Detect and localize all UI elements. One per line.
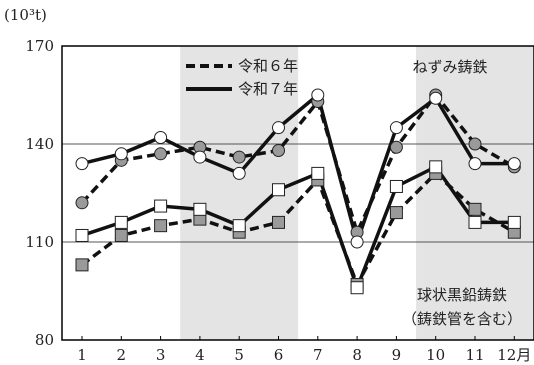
- legend-label-r7: 令和７年: [238, 80, 298, 98]
- marker-gray-iron-r7-m4: [193, 150, 207, 164]
- y-tick-170: 170: [25, 37, 54, 55]
- marker-gray-iron-r7-m3: [154, 130, 168, 144]
- x-tick-10: 10: [426, 346, 445, 364]
- label-gray-iron: ねずみ鋳鉄: [412, 58, 487, 76]
- series-markers: [75, 88, 521, 295]
- marker-gray-iron-r7-m11: [468, 157, 482, 171]
- x-tick-6: 6: [274, 346, 284, 364]
- marker-ductile-iron-r7-m12: [507, 215, 521, 229]
- marker-ductile-iron-r7-m11: [468, 215, 482, 229]
- marker-ductile-iron-r7-m7: [311, 166, 325, 180]
- marker-gray-iron-r6-m11: [468, 137, 482, 151]
- y-tick-110: 110: [25, 233, 54, 251]
- marker-ductile-iron-r7-m1: [75, 228, 89, 242]
- x-tick-5: 5: [234, 346, 244, 364]
- marker-gray-iron-r7-m6: [272, 121, 285, 135]
- line-ductile-iron-r6: [80, 170, 516, 289]
- y-tick-80: 80: [35, 331, 54, 349]
- marker-gray-iron-r6-m3: [154, 147, 168, 161]
- marker-ductile-iron-r7-m9: [389, 179, 403, 193]
- x-tick-9: 9: [392, 346, 402, 364]
- marker-ductile-iron-r6-m9: [389, 206, 403, 220]
- legend-label-r6: 令和６年: [238, 57, 298, 75]
- marker-ductile-iron-r7-m2: [114, 215, 128, 229]
- x-tick-12: 12月: [497, 346, 531, 364]
- marker-ductile-iron-r7-m5: [232, 219, 246, 233]
- series-lines: [80, 91, 516, 293]
- marker-gray-iron-r6-m6: [272, 144, 285, 158]
- marker-gray-iron-r7-m12: [507, 157, 521, 171]
- marker-gray-iron-r6-m5: [232, 150, 246, 164]
- marker-gray-iron-r6-m9: [389, 140, 403, 154]
- x-tick-7: 7: [313, 346, 323, 364]
- marker-ductile-iron-r6-m2: [114, 228, 128, 242]
- x-tick-8: 8: [352, 346, 362, 364]
- line-gray-iron-r7: [81, 91, 515, 248]
- marker-gray-iron-r7-m2: [114, 147, 128, 161]
- marker-ductile-iron-r6-m6: [272, 215, 285, 229]
- marker-gray-iron-r7-m1: [75, 157, 89, 171]
- marker-ductile-iron-r6-m11: [468, 202, 482, 216]
- marker-ductile-iron-r7-m8: [350, 281, 364, 295]
- marker-ductile-iron-r6-m3: [154, 219, 168, 233]
- marker-gray-iron-r6-m1: [75, 196, 89, 210]
- marker-gray-iron-r7-m8: [350, 235, 364, 249]
- marker-gray-iron-r7-m7: [311, 88, 325, 102]
- x-tick-1: 1: [77, 346, 87, 364]
- plot-area: [61, 45, 534, 341]
- label-ductile-iron-line2: （鋳鉄管を含む）: [402, 310, 522, 328]
- marker-gray-iron-r7-m9: [389, 121, 403, 135]
- marker-ductile-iron-r7-m6: [272, 183, 285, 197]
- marker-ductile-iron-r7-m4: [193, 202, 207, 216]
- x-tick-2: 2: [117, 346, 127, 364]
- marker-ductile-iron-r7-m10: [429, 160, 443, 174]
- line-ductile-iron-r7: [81, 164, 515, 293]
- x-tick-4: 4: [195, 346, 205, 364]
- marker-ductile-iron-r7-m3: [154, 199, 168, 213]
- y-unit-label: (10³t): [4, 6, 47, 24]
- x-tick-3: 3: [156, 346, 166, 364]
- marker-gray-iron-r7-m5: [232, 166, 246, 180]
- marker-gray-iron-r7-m10: [429, 91, 443, 105]
- marker-ductile-iron-r6-m1: [75, 258, 89, 272]
- line-gray-iron-r6: [80, 92, 516, 238]
- label-ductile-iron-line1: 球状黒鉛鋳鉄: [417, 286, 507, 304]
- axes: 80 110 140 170 1 2 3 4 5 6 7 8 9 10 11 12月 (10³t): [4, 6, 531, 364]
- y-tick-140: 140: [25, 135, 54, 153]
- x-tick-11: 11: [465, 346, 484, 364]
